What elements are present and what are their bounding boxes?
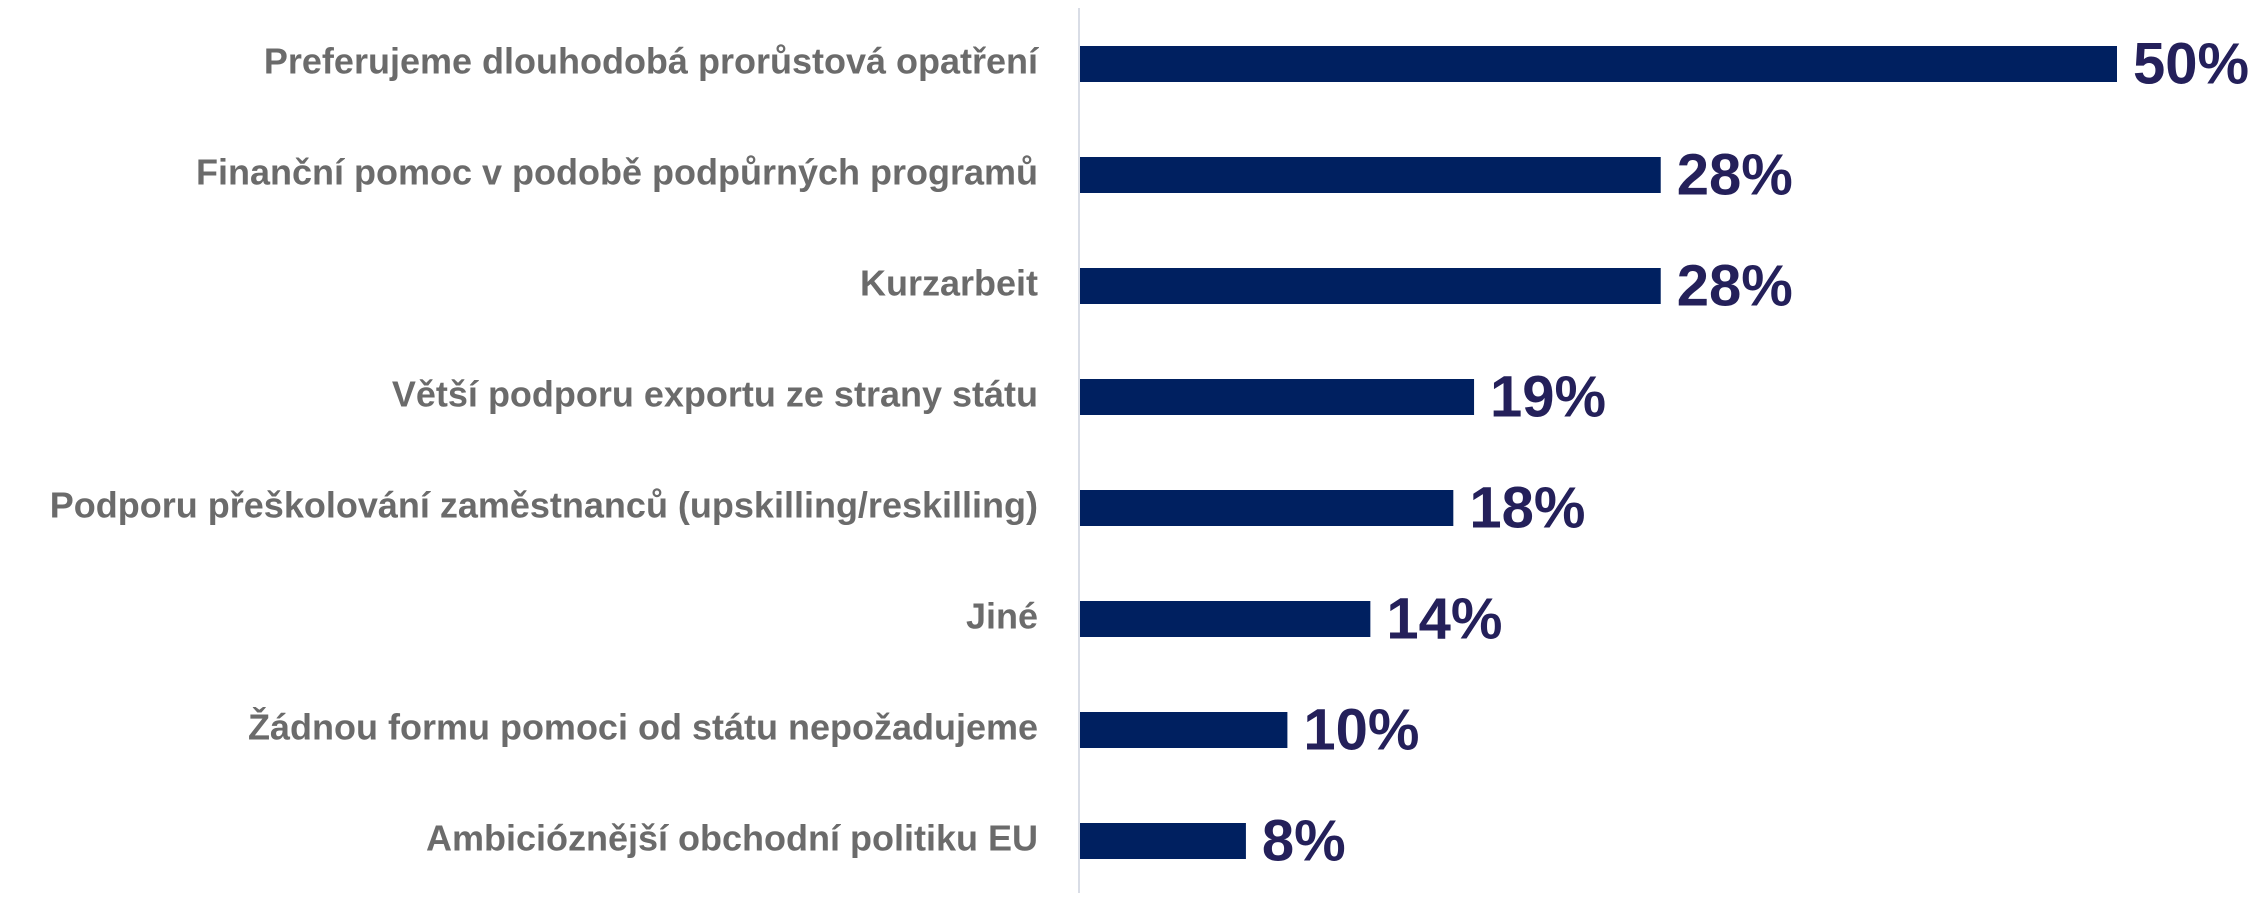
data-label: 19% [1490,364,1606,429]
bar [1080,268,1661,304]
category-label: Podporu přeškolování zaměstnanců (upskil… [50,485,1038,526]
data-label: 10% [1303,697,1419,762]
data-label: 14% [1386,586,1502,651]
bar [1080,601,1371,637]
category-label: Jiné [966,596,1038,637]
data-label: 28% [1677,142,1793,207]
category-label: Finanční pomoc v podobě podpůrných progr… [196,152,1038,193]
bar [1080,46,2117,82]
bar [1080,823,1246,859]
bar [1080,379,1475,415]
bar [1080,157,1661,193]
category-label: Kurzarbeit [860,263,1038,304]
category-label: Žádnou formu pomoci od státu nepožadujem… [248,706,1038,748]
category-label: Ambicióznější obchodní politiku EU [426,818,1038,859]
data-label: 8% [1262,808,1346,873]
category-label: Preferujeme dlouhodobá prorůstová opatře… [264,41,1039,82]
category-label: Větší podporu exportu ze strany státu [392,374,1038,415]
bar [1080,712,1288,748]
data-label: 18% [1469,475,1585,540]
bar [1080,490,1454,526]
data-label: 50% [2133,31,2249,96]
data-label: 28% [1677,253,1793,318]
